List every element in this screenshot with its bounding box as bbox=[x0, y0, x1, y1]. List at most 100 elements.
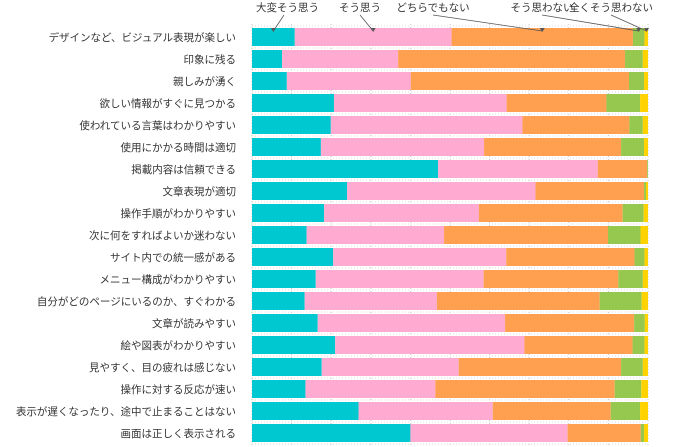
bar-segment-4 bbox=[618, 270, 643, 288]
bar-segment-5 bbox=[640, 226, 648, 244]
bar-segment-2 bbox=[317, 314, 506, 332]
bar-segment-1 bbox=[252, 182, 348, 200]
bar-segment-3 bbox=[505, 314, 635, 332]
bar-segment-4 bbox=[629, 116, 643, 134]
bar-segment-5 bbox=[646, 182, 648, 200]
bar-segment-5 bbox=[644, 248, 648, 266]
bar-segment-4 bbox=[640, 424, 645, 442]
bar-segment-4 bbox=[632, 28, 645, 46]
bar-segment-2 bbox=[330, 116, 523, 134]
bar-segment-2 bbox=[305, 380, 436, 398]
bar-segment-2 bbox=[324, 204, 479, 222]
legend-leader-line bbox=[541, 14, 639, 32]
bar-segment-5 bbox=[643, 204, 648, 222]
legend-label: どちらでもない bbox=[396, 2, 469, 14]
category-label: 文章が読みやすい bbox=[152, 317, 236, 330]
category-label: 操作に対する反応が速い bbox=[121, 383, 237, 396]
legend-label: そう思う bbox=[339, 2, 381, 14]
category-label: 見やすく、目の疲れは感じない bbox=[89, 361, 236, 374]
bar-segment-1 bbox=[252, 292, 305, 310]
bar-segment-3 bbox=[410, 72, 629, 90]
category-label: サイト内での統一感がある bbox=[110, 251, 236, 264]
legend-arrowhead bbox=[644, 28, 650, 32]
category-label: 印象に残る bbox=[184, 53, 237, 66]
bar-series-group bbox=[252, 28, 648, 442]
bar-segment-1 bbox=[252, 138, 321, 156]
bar-segment-1 bbox=[252, 380, 306, 398]
bar-segment-3 bbox=[567, 424, 641, 442]
bar-segment-1 bbox=[252, 160, 439, 178]
bar-segment-5 bbox=[644, 336, 648, 354]
category-label: 画面は正しく表示される bbox=[121, 427, 237, 440]
legend-label: 大変そう思う bbox=[256, 1, 319, 14]
bar-segment-3 bbox=[435, 380, 615, 398]
bar-segment-4 bbox=[628, 72, 645, 90]
category-label: 掲載内容は信頼できる bbox=[131, 163, 236, 176]
bar-segment-1 bbox=[252, 314, 318, 332]
bar-segment-2 bbox=[286, 72, 411, 90]
category-label: 使われている言葉はわかりやすい bbox=[79, 119, 236, 132]
bar-segment-3 bbox=[522, 116, 630, 134]
bar-segment-3 bbox=[451, 28, 633, 46]
legend-arrowhead bbox=[270, 28, 276, 32]
bar-segment-5 bbox=[642, 358, 648, 376]
bar-segment-5 bbox=[642, 116, 648, 134]
bar-segment-4 bbox=[614, 380, 642, 398]
bar-segment-5 bbox=[640, 94, 648, 112]
bar-segment-2 bbox=[304, 292, 437, 310]
bar-segment-2 bbox=[347, 182, 536, 200]
category-label: 文章表現が適切 bbox=[163, 185, 237, 198]
bar-segment-4 bbox=[634, 314, 645, 332]
legend-leader-line bbox=[432, 14, 543, 32]
bar-segment-1 bbox=[252, 72, 287, 90]
category-label: メニュー構成がわかりやすい bbox=[100, 273, 237, 286]
bar-segment-3 bbox=[524, 336, 633, 354]
legend-arrowhead bbox=[539, 28, 545, 32]
bar-segment-1 bbox=[252, 270, 316, 288]
bar-segment-5 bbox=[644, 28, 648, 46]
bar-segment-3 bbox=[478, 204, 623, 222]
bar-segment-4 bbox=[632, 336, 645, 354]
category-label: 欲しい情報がすぐに見つかる bbox=[100, 97, 237, 110]
bar-segment-2 bbox=[358, 402, 493, 420]
bar-segment-3 bbox=[436, 292, 600, 310]
legend-label: 全くそう思わない bbox=[569, 1, 653, 14]
bar-segment-1 bbox=[252, 94, 334, 112]
bar-segment-2 bbox=[335, 336, 525, 354]
category-labels: デザインなど、ビジュアル表現が楽しい印象に残る親しみが湧く欲しい情報がすぐに見つ… bbox=[16, 31, 236, 440]
bar-segment-5 bbox=[644, 72, 648, 90]
bar-segment-1 bbox=[252, 116, 331, 134]
bar-segment-5 bbox=[641, 292, 648, 310]
bar-segment-3 bbox=[483, 270, 619, 288]
bar-segment-3 bbox=[535, 182, 645, 200]
bar-segment-1 bbox=[252, 336, 336, 354]
bar-segment-2 bbox=[306, 226, 445, 244]
bar-segment-3 bbox=[597, 160, 648, 178]
bar-segment-5 bbox=[642, 270, 648, 288]
bar-segment-2 bbox=[294, 28, 452, 46]
category-label: 絵や図表がわかりやすい bbox=[121, 339, 237, 352]
legend-arrowhead bbox=[636, 28, 642, 32]
bar-segment-4 bbox=[599, 292, 642, 310]
bar-segment-3 bbox=[506, 94, 607, 112]
bar-segment-5 bbox=[641, 380, 648, 398]
bar-segment-1 bbox=[252, 358, 322, 376]
bar-segment-4 bbox=[610, 402, 641, 420]
bar-segment-2 bbox=[320, 138, 485, 156]
bar-segment-5 bbox=[642, 50, 648, 68]
bar-segment-4 bbox=[606, 94, 641, 112]
bar-segment-4 bbox=[647, 160, 648, 178]
bar-segment-1 bbox=[252, 248, 334, 266]
bar-segment-4 bbox=[608, 226, 641, 244]
category-label: デザインなど、ビジュアル表現が楽しい bbox=[49, 31, 236, 44]
bar-segment-5 bbox=[644, 424, 648, 442]
bar-segment-1 bbox=[252, 226, 307, 244]
bar-segment-2 bbox=[333, 248, 507, 266]
bar-segment-4 bbox=[622, 204, 644, 222]
bar-segment-3 bbox=[444, 226, 609, 244]
bar-segment-4 bbox=[644, 182, 647, 200]
category-label: 使用にかかる時間は適切 bbox=[121, 141, 237, 154]
bar-segment-5 bbox=[640, 402, 648, 420]
